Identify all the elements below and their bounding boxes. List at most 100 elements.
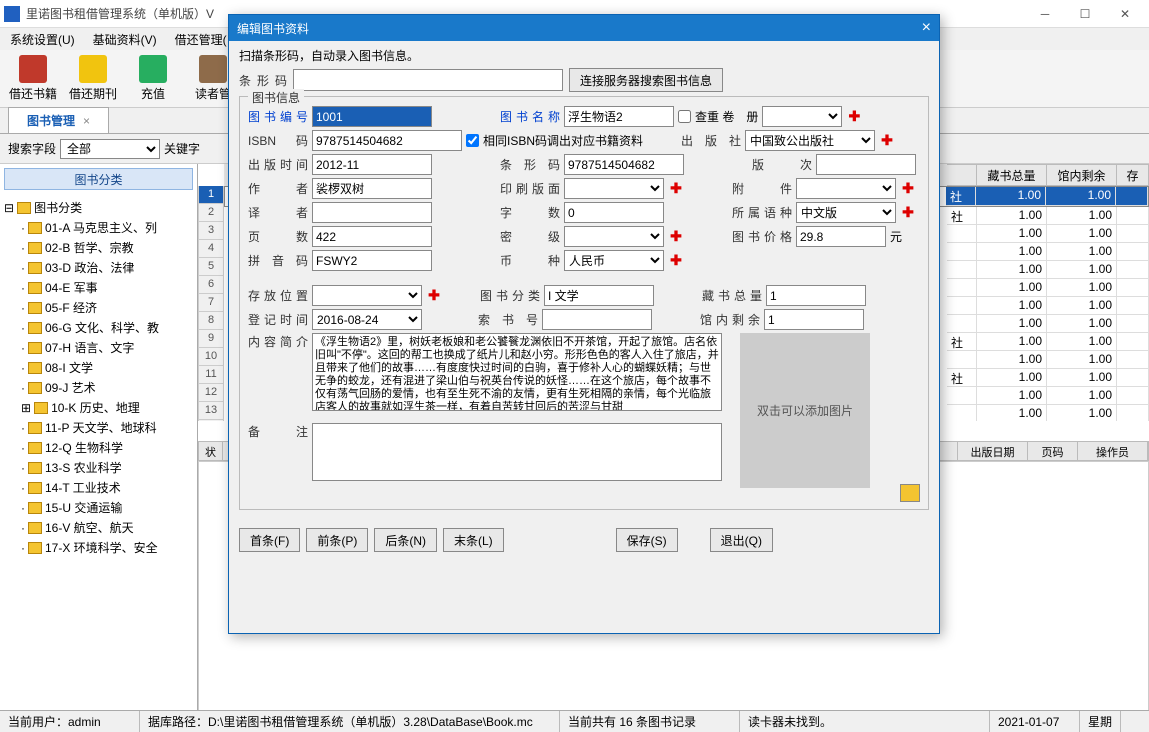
tree-item[interactable]: · 14-T 工业技术	[4, 478, 193, 498]
barcode-label: 条形码	[239, 72, 287, 89]
folder-icon	[17, 202, 31, 214]
col-total[interactable]: 藏书总量	[977, 164, 1047, 186]
tree-item[interactable]: · 17-X 环境科学、安全	[4, 538, 193, 558]
author-input[interactable]	[312, 178, 432, 199]
tree-item[interactable]: · 09-J 艺术	[4, 378, 193, 398]
folder-open-icon[interactable]	[900, 484, 920, 502]
add-icon[interactable]: ✚	[846, 109, 862, 125]
callno-input[interactable]	[542, 309, 652, 330]
location-select[interactable]	[312, 285, 422, 306]
reader-icon	[199, 55, 227, 83]
add-icon[interactable]: ✚	[900, 181, 916, 197]
currency-select[interactable]: 人民币	[564, 250, 664, 271]
status-reader: 读卡器未找到。	[740, 711, 990, 732]
add-icon[interactable]: ✚	[668, 253, 684, 269]
toolbtn-recharge[interactable]: 充值	[124, 53, 182, 104]
instock-input[interactable]	[764, 309, 864, 330]
col-publisher-tail	[947, 164, 977, 186]
left-panel: 图书分类 ⊟ 图书分类 · 01-A 马克思主义、列· 02-B 哲学、宗教· …	[0, 164, 198, 720]
dialog-titlebar[interactable]: 编辑图书资料 ×	[229, 15, 939, 41]
image-dropzone[interactable]: 双击可以添加图片	[740, 333, 870, 488]
add-icon[interactable]: ✚	[900, 205, 916, 221]
summary-textarea[interactable]	[312, 333, 722, 411]
tree-item[interactable]: · 06-G 文化、科学、教	[4, 318, 193, 338]
tree-item[interactable]: · 01-A 马克思主义、列	[4, 218, 193, 238]
tree-header: 图书分类	[4, 168, 193, 190]
pages-input[interactable]	[312, 226, 432, 247]
col-remain[interactable]: 馆内剩余	[1047, 164, 1117, 186]
last-button[interactable]: 末条(L)	[443, 528, 504, 552]
pinyin-input[interactable]	[312, 250, 432, 271]
tree-item[interactable]: · 11-P 天文学、地球科	[4, 418, 193, 438]
book-name-input[interactable]	[564, 106, 674, 127]
tree-item[interactable]: · 16-V 航空、航天	[4, 518, 193, 538]
add-icon[interactable]: ✚	[668, 181, 684, 197]
barcode2-input[interactable]	[564, 154, 684, 175]
category-input[interactable]	[544, 285, 654, 306]
next-button[interactable]: 后条(N)	[374, 528, 437, 552]
search-field-label: 搜索字段	[8, 140, 56, 157]
publisher-select[interactable]: 中国致公出版社	[745, 130, 875, 151]
pubtime-input[interactable]	[312, 154, 432, 175]
search-field-select[interactable]: 全部	[60, 139, 160, 159]
totalstock-input[interactable]	[766, 285, 866, 306]
add-icon[interactable]: ✚	[426, 288, 442, 304]
tree-item[interactable]: · 07-H 语言、文字	[4, 338, 193, 358]
prev-button[interactable]: 前条(P)	[306, 528, 368, 552]
tree-item[interactable]: · 02-B 哲学、宗教	[4, 238, 193, 258]
dialog-close-icon[interactable]: ×	[922, 19, 931, 37]
toolbtn-borrow-book[interactable]: 借还书籍	[4, 53, 62, 104]
tab-book-manage[interactable]: 图书管理×	[8, 107, 109, 133]
col-cun[interactable]: 存	[1117, 164, 1149, 186]
book-no-input[interactable]	[312, 106, 432, 127]
same-isbn-checkbox[interactable]	[466, 134, 479, 147]
toolbtn-borrow-periodical[interactable]: 借还期刊	[64, 53, 122, 104]
tree-item[interactable]: · 15-U 交通运输	[4, 498, 193, 518]
check-dup-checkbox[interactable]	[678, 110, 691, 123]
tree-item[interactable]: · 03-D 政治、法律	[4, 258, 193, 278]
wordcount-input[interactable]	[564, 202, 664, 223]
menu-system[interactable]: 系统设置(U)	[4, 29, 81, 50]
scan-hint: 扫描条形码，自动录入图书信息。	[239, 47, 929, 64]
secret-select[interactable]	[564, 226, 664, 247]
tree-item[interactable]: · 04-E 军事	[4, 278, 193, 298]
status-day: 星期	[1080, 711, 1121, 732]
status-db: 据库路径：D:\里诺图书租借管理系统（单机版）3.28\DataBase\Boo…	[140, 711, 560, 732]
price-input[interactable]	[796, 226, 886, 247]
maximize-button[interactable]: ☐	[1065, 2, 1105, 26]
app-icon	[4, 6, 20, 22]
attachment-select[interactable]	[796, 178, 896, 199]
close-button[interactable]: ✕	[1105, 2, 1145, 26]
remark-textarea[interactable]	[312, 423, 722, 481]
tree-item[interactable]: · 08-I 文学	[4, 358, 193, 378]
status-date: 2021-01-07	[990, 711, 1080, 732]
server-search-button[interactable]: 连接服务器搜索图书信息	[569, 68, 723, 92]
periodical-icon	[79, 55, 107, 83]
translator-input[interactable]	[312, 202, 432, 223]
exit-button[interactable]: 退出(Q)	[710, 528, 773, 552]
row-numbers: 12345678910111213141516	[198, 186, 224, 421]
volume-select[interactable]	[762, 106, 842, 127]
first-button[interactable]: 首条(F)	[239, 528, 300, 552]
printface-select[interactable]	[564, 178, 664, 199]
tree-item[interactable]: · 12-Q 生物科学	[4, 438, 193, 458]
add-icon[interactable]: ✚	[668, 229, 684, 245]
money-icon	[139, 55, 167, 83]
category-tree[interactable]: ⊟ 图书分类 · 01-A 马克思主义、列· 02-B 哲学、宗教· 03-D …	[0, 194, 197, 720]
tree-item[interactable]: · 05-F 经济	[4, 298, 193, 318]
tree-item[interactable]: · 13-S 农业科学	[4, 458, 193, 478]
tree-item[interactable]: ⊞ 10-K 历史、地理	[4, 398, 193, 418]
barcode-input[interactable]	[293, 69, 563, 91]
dialog-nav-buttons: 首条(F) 前条(P) 后条(N) 末条(L) 保存(S) 退出(Q)	[239, 522, 929, 558]
save-button[interactable]: 保存(S)	[616, 528, 678, 552]
minimize-button[interactable]: ─	[1025, 2, 1065, 26]
edition-input[interactable]	[816, 154, 916, 175]
add-icon[interactable]: ✚	[879, 133, 895, 149]
language-select[interactable]: 中文版	[796, 202, 896, 223]
menu-basic[interactable]: 基础资料(V)	[87, 29, 163, 50]
tree-root[interactable]: ⊟ 图书分类	[4, 198, 193, 218]
regtime-select[interactable]: 2016-08-24	[312, 309, 422, 330]
tab-close-icon[interactable]: ×	[83, 114, 90, 128]
menu-borrow[interactable]: 借还管理(	[169, 29, 233, 50]
isbn-input[interactable]	[312, 130, 462, 151]
